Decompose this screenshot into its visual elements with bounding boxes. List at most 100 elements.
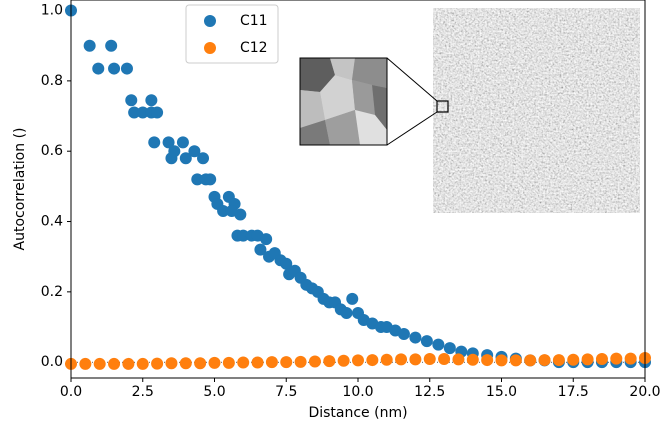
legend-label: C12	[240, 40, 268, 56]
data-point	[237, 229, 250, 242]
data-point	[191, 173, 204, 186]
data-point	[208, 356, 221, 369]
data-point	[79, 357, 92, 370]
data-point	[280, 257, 293, 270]
data-point	[466, 353, 479, 366]
data-point	[438, 353, 451, 366]
axes-frame	[70, 0, 646, 379]
data-point	[452, 353, 465, 366]
legend-marker	[204, 42, 216, 54]
data-point	[346, 292, 359, 305]
data-point	[254, 243, 267, 256]
x-axis-label: Distance (nm)	[308, 405, 407, 421]
data-point	[443, 342, 456, 355]
data-point	[162, 136, 175, 149]
data-point	[151, 106, 164, 119]
data-point	[509, 354, 522, 367]
data-point	[340, 306, 353, 319]
data-point	[197, 152, 210, 165]
data-point	[145, 94, 158, 107]
data-point	[409, 331, 422, 344]
y-axis-label: Autocorrelation ()	[12, 128, 28, 251]
data-point	[225, 204, 238, 217]
data-point	[108, 357, 121, 370]
y-tick-label: 0.6	[41, 143, 63, 159]
data-point	[581, 353, 594, 366]
data-point	[366, 354, 379, 367]
x-tick-label: 10.0	[342, 384, 373, 400]
y-tick-label: 0.0	[41, 354, 63, 370]
x-tick-label: 0.0	[60, 384, 82, 400]
data-point	[179, 357, 192, 370]
data-point	[610, 352, 623, 365]
x-tick-label: 20.0	[629, 384, 660, 400]
zoom-box	[436, 100, 449, 113]
y-tick-label: 0.4	[41, 214, 63, 230]
data-point	[168, 145, 181, 158]
data-point	[237, 356, 250, 369]
legend-label: C11	[240, 13, 268, 29]
data-point	[128, 106, 141, 119]
zoom-line	[386, 57, 438, 102]
data-point	[397, 328, 410, 341]
y-tick-label: 0.2	[41, 284, 63, 300]
data-point	[165, 357, 178, 370]
data-point	[524, 354, 537, 367]
data-point	[323, 355, 336, 368]
data-point	[280, 356, 293, 369]
y-tick-label: 0.8	[41, 73, 63, 89]
data-point	[538, 354, 551, 367]
data-point	[179, 152, 192, 165]
data-point	[352, 354, 364, 367]
zoom-image	[299, 57, 388, 146]
microstructure-image	[433, 8, 640, 213]
data-point	[308, 355, 321, 368]
data-point	[217, 204, 230, 217]
plot-area: 0.0 2.5 5.0 7.5 10.0 12.5 15.0 17.5 20.0 0.0 0.2 0.…	[41, 0, 661, 400]
data-point	[432, 338, 445, 351]
x-tick-label: 7.5	[275, 384, 297, 400]
data-point	[93, 357, 106, 370]
data-point	[260, 233, 273, 246]
data-point	[337, 354, 350, 367]
data-point	[222, 356, 235, 369]
data-point	[136, 357, 149, 370]
data-point	[176, 136, 189, 149]
data-point	[552, 354, 565, 367]
x-tick-label: 5.0	[203, 384, 225, 400]
data-point	[481, 354, 494, 367]
data-point	[105, 39, 118, 52]
data-point	[92, 62, 105, 75]
inset	[299, 8, 640, 213]
data-point	[120, 62, 133, 75]
data-point	[265, 356, 278, 369]
data-point	[395, 353, 408, 366]
x-tick-label: 2.5	[132, 384, 154, 400]
data-point	[136, 106, 149, 119]
data-point	[420, 335, 433, 348]
y-tick-label: 1.0	[41, 3, 63, 19]
data-point	[409, 353, 422, 366]
data-point	[151, 357, 164, 370]
data-point	[188, 145, 201, 158]
data-point	[125, 94, 138, 107]
data-point	[122, 357, 135, 370]
data-point	[380, 353, 393, 366]
data-point	[294, 355, 307, 368]
data-point	[423, 353, 436, 366]
x-tick-label: 17.5	[558, 384, 589, 400]
data-point	[567, 353, 580, 366]
data-point	[595, 353, 608, 366]
data-point	[148, 136, 161, 149]
data-point	[495, 354, 508, 367]
data-point	[204, 173, 217, 186]
data-point	[251, 356, 264, 369]
legend: C11 C12	[185, 4, 279, 64]
zoom-line	[386, 111, 438, 146]
data-point	[624, 352, 637, 365]
x-tick-label: 12.5	[414, 384, 445, 400]
legend-marker	[204, 15, 216, 27]
x-tick-label: 15.0	[486, 384, 517, 400]
data-point	[108, 62, 121, 75]
